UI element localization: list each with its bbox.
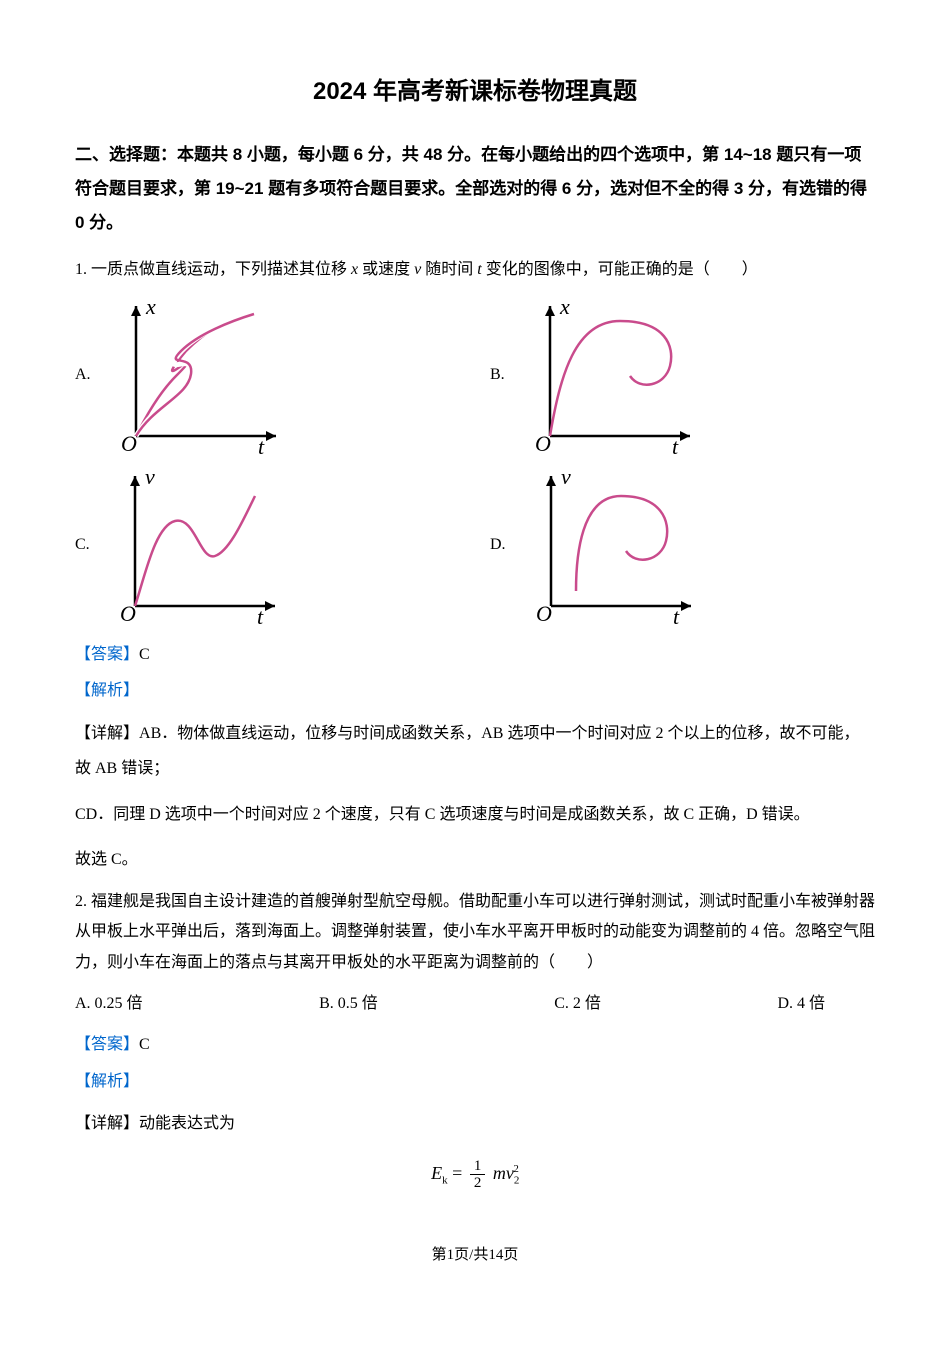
q1-graph-b: x O t bbox=[520, 296, 700, 456]
q1-option-b: B. x O t bbox=[490, 296, 875, 456]
q1-option-d: D. v O t bbox=[490, 466, 875, 626]
q2-detail-text: 动能表达式为 bbox=[139, 1115, 235, 1132]
q1-answer-label: 【答案】 bbox=[75, 646, 139, 663]
q2-option-c: C. 2 倍 bbox=[554, 990, 601, 1019]
q2-options: A. 0.25 倍 B. 0.5 倍 C. 2 倍 D. 4 倍 bbox=[75, 990, 875, 1019]
q2-option-d: D. 4 倍 bbox=[777, 990, 825, 1019]
svg-text:O: O bbox=[120, 601, 136, 626]
q1-detail-conclusion: 故选 C。 bbox=[75, 842, 875, 877]
svg-text:t: t bbox=[673, 604, 680, 626]
q1-options-grid: A. x O t B. x O t C. bbox=[75, 296, 875, 626]
q1-graph-a: x O t bbox=[106, 296, 286, 456]
q1-text-3: 随时间 bbox=[421, 261, 477, 278]
q1-option-c-label: C. bbox=[75, 531, 90, 560]
q1-detail-label: 【详解】 bbox=[75, 725, 139, 742]
q2-option-a: A. 0.25 倍 bbox=[75, 990, 143, 1019]
q1-option-d-label: D. bbox=[490, 531, 506, 560]
q1-option-a: A. x O t bbox=[75, 296, 460, 456]
q1-detail-ab-text: AB．物体做直线运动，位移与时间成函数关系，AB 选项中一个时间对应 2 个以上… bbox=[75, 725, 859, 777]
q1-answer-value: C bbox=[139, 646, 150, 663]
q1-answer: 【答案】C bbox=[75, 641, 875, 670]
q1-option-c: C. v O t bbox=[75, 466, 460, 626]
page-title: 2024 年高考新课标卷物理真题 bbox=[75, 70, 875, 113]
q2-answer-label: 【答案】 bbox=[75, 1036, 139, 1053]
q1-text: 1. 一质点做直线运动，下列描述其位移 x 或速度 v 随时间 t 变化的图像中… bbox=[75, 255, 875, 285]
q2-answer-value: C bbox=[139, 1036, 150, 1053]
q1-option-b-label: B. bbox=[490, 361, 505, 390]
svg-text:O: O bbox=[536, 601, 552, 626]
q1-detail-cd: CD．同理 D 选项中一个时间对应 2 个速度，只有 C 选项速度与时间是成函数… bbox=[75, 797, 875, 832]
q1-analysis-label: 【解析】 bbox=[75, 677, 875, 706]
q1-text-4: 变化的图像中，可能正确的是（ ） bbox=[482, 261, 758, 278]
q1-graph-c: v O t bbox=[105, 466, 285, 626]
svg-text:v: v bbox=[145, 466, 155, 489]
q2-detail-label: 【详解】 bbox=[75, 1115, 139, 1132]
q1-detail-ab: 【详解】AB．物体做直线运动，位移与时间成函数关系，AB 选项中一个时间对应 2… bbox=[75, 716, 875, 786]
section-header: 二、选择题：本题共 8 小题，每小题 6 分，共 48 分。在每小题给出的四个选… bbox=[75, 138, 875, 240]
svg-text:t: t bbox=[257, 604, 264, 626]
q2-text: 2. 福建舰是我国自主设计建造的首艘弹射型航空母舰。借助配重小车可以进行弹射测试… bbox=[75, 887, 875, 978]
q2-answer: 【答案】C bbox=[75, 1031, 875, 1060]
q2-number: 2. bbox=[75, 893, 91, 910]
svg-text:v: v bbox=[561, 466, 571, 489]
svg-text:O: O bbox=[535, 431, 551, 456]
q2-option-b: B. 0.5 倍 bbox=[319, 990, 378, 1019]
svg-text:t: t bbox=[672, 434, 679, 456]
q1-text-2: 或速度 bbox=[358, 261, 414, 278]
page-footer: 第1页/共14页 bbox=[75, 1242, 875, 1269]
svg-text:x: x bbox=[145, 296, 156, 319]
svg-text:x: x bbox=[559, 296, 570, 319]
q1-text-1: 一质点做直线运动，下列描述其位移 bbox=[91, 261, 351, 278]
q2-formula: Ek = 12 mv22 bbox=[75, 1157, 875, 1192]
q2-body: 福建舰是我国自主设计建造的首艘弹射型航空母舰。借助配重小车可以进行弹射测试，测试… bbox=[75, 893, 875, 971]
q1-number: 1. bbox=[75, 261, 91, 278]
q1-graph-d: v O t bbox=[521, 466, 701, 626]
q1-option-a-label: A. bbox=[75, 361, 91, 390]
q2-detail: 【详解】动能表达式为 bbox=[75, 1106, 875, 1141]
q2-analysis-label: 【解析】 bbox=[75, 1068, 875, 1097]
svg-text:t: t bbox=[258, 434, 265, 456]
